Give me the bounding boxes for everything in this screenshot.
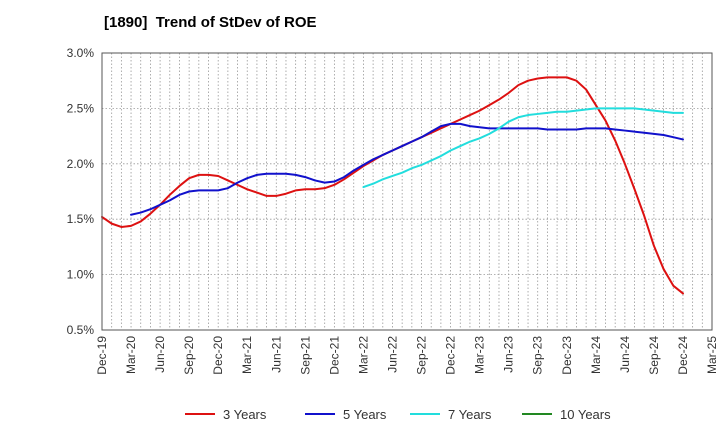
x-tick-label: Mar-23 [473, 336, 487, 374]
y-tick-label: 0.5% [67, 323, 95, 337]
x-tick-label: Mar-20 [124, 336, 138, 374]
axes [101, 52, 713, 331]
x-tick-label: Jun-24 [618, 336, 632, 373]
y-tick-label: 2.0% [67, 157, 95, 171]
x-tick-label: Sep-22 [415, 336, 429, 375]
plot-background [102, 53, 712, 330]
series-line-5-years [130, 122, 684, 216]
x-tick-label: Mar-25 [705, 336, 719, 374]
x-tick-label: Dec-20 [211, 336, 225, 375]
x-tick-label: Sep-24 [647, 336, 661, 375]
x-tick-label: Sep-21 [298, 336, 312, 375]
legend-label-5-years: 5 Years [343, 407, 387, 422]
plot-area [102, 53, 712, 330]
x-tick-label: Sep-23 [531, 336, 545, 375]
y-tick-label: 2.5% [67, 101, 95, 115]
series-line-7-years [362, 107, 684, 189]
y-tick-labels: 0.5% 1.0% 1.5% 2.0% 2.5% 3.0% [67, 46, 95, 337]
x-tick-label: Sep-20 [182, 336, 196, 375]
legend-label-10-years: 10 Years [560, 407, 611, 422]
y-tick-label: 1.5% [67, 212, 95, 226]
legend-label-7-years: 7 Years [448, 407, 492, 422]
legend-label-3-years: 3 Years [223, 407, 267, 422]
legend: 3 Years 5 Years 7 Years 10 Years [185, 407, 611, 422]
x-tick-label: Jun-21 [269, 336, 283, 373]
x-tick-label: Dec-24 [676, 336, 690, 375]
y-tick-label: 1.0% [67, 268, 95, 282]
x-tick-labels: Dec-19 Mar-20 Jun-20 Sep-20 Dec-20 Mar-21 Jun-… [95, 336, 719, 375]
x-tick-label: Mar-24 [589, 336, 603, 374]
x-tick-label: Jun-20 [153, 336, 167, 373]
x-tick-label: Mar-21 [240, 336, 254, 374]
chart-title: [1890] Trend of StDev of ROE [104, 14, 317, 31]
x-tick-label: Dec-21 [327, 336, 341, 375]
x-tick-label: Dec-23 [560, 336, 574, 375]
x-tick-label: Jun-23 [502, 336, 516, 373]
x-tick-label: Dec-19 [95, 336, 109, 375]
x-tick-label: Jun-22 [385, 336, 399, 373]
x-tick-label: Dec-22 [444, 336, 458, 375]
y-tick-label: 3.0% [67, 46, 95, 60]
plot-border [101, 52, 713, 331]
x-tick-label: Mar-22 [356, 336, 370, 374]
series-lines [101, 76, 684, 295]
